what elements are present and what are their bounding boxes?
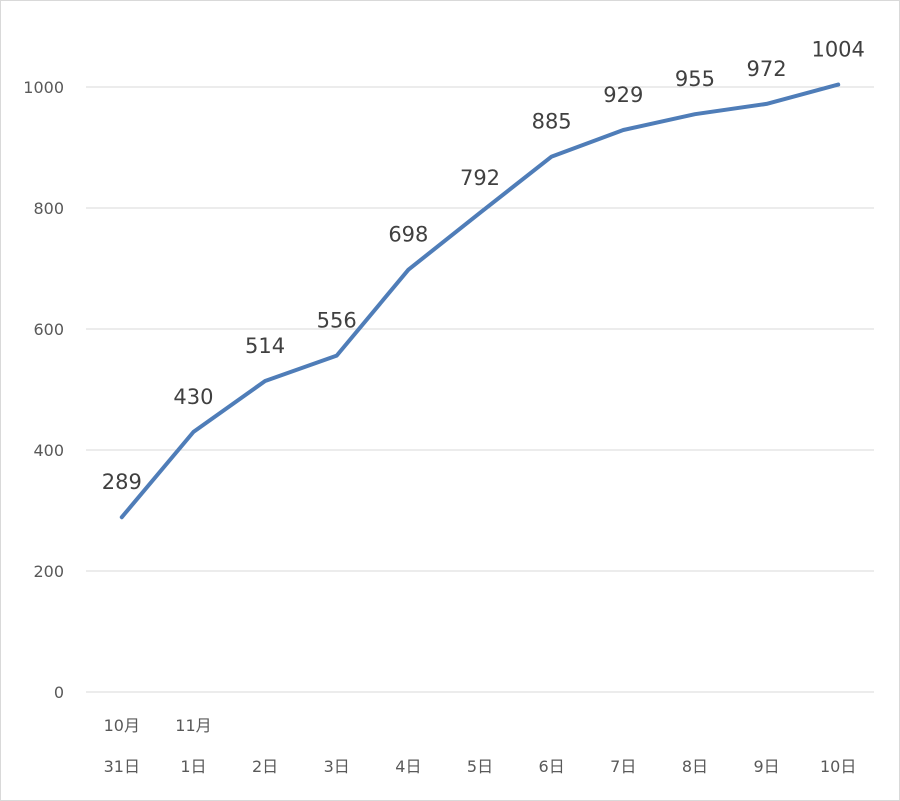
data-label-0: 289 [102, 470, 142, 494]
data-label-2: 514 [245, 334, 285, 358]
x-tick-label-month-0: 10月 [104, 716, 140, 735]
x-tick-label-day-7: 7日 [610, 757, 636, 776]
data-label-5: 792 [460, 166, 500, 190]
x-tick-label-day-4: 4日 [395, 757, 421, 776]
y-tick-label-0: 0 [54, 683, 64, 702]
x-tick-label-day-5: 5日 [467, 757, 493, 776]
x-tick-label-day-1: 1日 [180, 757, 206, 776]
x-tick-label-day-6: 6日 [539, 757, 565, 776]
x-tick-label-day-2: 2日 [252, 757, 278, 776]
x-tick-label-day-0: 31日 [104, 757, 140, 776]
data-label-7: 929 [603, 83, 643, 107]
x-tick-label-day-10: 10日 [820, 757, 856, 776]
x-tick-label-month-1: 11月 [175, 716, 211, 735]
y-tick-label-600: 600 [33, 320, 64, 339]
y-tick-label-800: 800 [33, 199, 64, 218]
data-label-4: 698 [388, 223, 428, 247]
x-tick-label-day-9: 9日 [753, 757, 779, 776]
series-line-0 [119, 82, 841, 520]
y-tick-label-400: 400 [33, 441, 64, 460]
data-label-6: 885 [532, 110, 572, 134]
data-label-8: 955 [675, 67, 715, 91]
data-label-9: 972 [746, 57, 786, 81]
x-tick-label-day-3: 3日 [324, 757, 350, 776]
y-tick-label-1000: 1000 [23, 78, 64, 97]
data-label-1: 430 [173, 385, 213, 409]
y-tick-label-200: 200 [33, 562, 64, 581]
data-label-10: 1004 [811, 38, 864, 62]
data-label-3: 556 [317, 309, 357, 333]
x-tick-label-day-8: 8日 [682, 757, 708, 776]
